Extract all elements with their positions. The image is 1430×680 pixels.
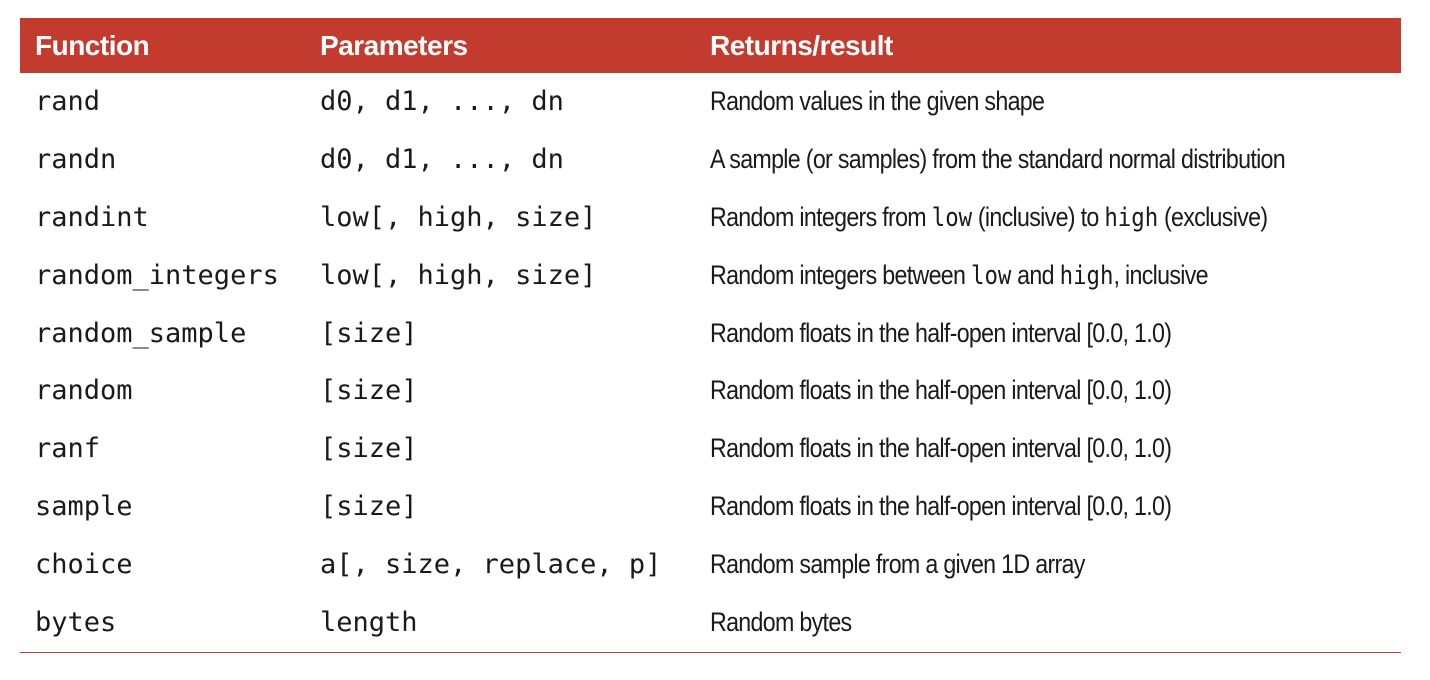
returns-cell: Random floats in the half-open interval … — [695, 304, 1401, 362]
returns-segment: A sample (or samples) from the standard … — [710, 144, 1286, 175]
parameters-cell: low[, high, size] — [320, 201, 597, 233]
parameters-cell: [size] — [320, 433, 418, 465]
function-cell: choice — [35, 548, 133, 580]
returns-segment: Random floats in the half-open interval … — [710, 433, 1172, 464]
parameters-cell: length — [320, 606, 418, 638]
function-cell: sample — [35, 490, 133, 522]
returns-segment: Random floats in the half-open interval … — [710, 375, 1172, 406]
parameters-cell: d0, d1, ..., dn — [320, 86, 564, 118]
table-body: rand d0, d1, ..., dn Random values in th… — [20, 73, 1401, 651]
returns-segment: (inclusive) to — [972, 201, 1105, 232]
table-row: randint low[, high, size] Random integer… — [20, 189, 1401, 247]
returns-segment: Random integers between — [710, 259, 972, 290]
returns-cell: Random bytes — [695, 593, 1401, 651]
parameters-cell: [size] — [320, 317, 418, 349]
table-row: random [size] Random floats in the half-… — [20, 362, 1401, 420]
table-row: random_integers low[, high, size] Random… — [20, 246, 1401, 304]
returns-text: A sample (or samples) from the standard … — [710, 144, 1286, 175]
returns-segment: and — [1011, 259, 1060, 290]
returns-segment: , inclusive — [1113, 259, 1208, 290]
code-token: low — [971, 260, 1012, 291]
table-header: Function Parameters Returns/result — [20, 18, 1401, 73]
returns-cell: Random sample from a given 1D array — [695, 535, 1401, 593]
returns-segment: Random bytes — [710, 606, 852, 637]
returns-text: Random floats in the half-open interval … — [710, 375, 1172, 406]
returns-text: Random bytes — [710, 606, 852, 638]
table-row: sample [size] Random floats in the half-… — [20, 478, 1401, 536]
table-row: rand d0, d1, ..., dn Random values in th… — [20, 73, 1401, 131]
function-cell: rand — [35, 86, 101, 118]
table-row: ranf [size] Random floats in the half-op… — [20, 420, 1401, 478]
code-token: high — [1104, 202, 1159, 233]
returns-cell: Random floats in the half-open interval … — [695, 420, 1401, 478]
returns-cell: Random floats in the half-open interval … — [695, 362, 1401, 420]
returns-text: Random values in the given shape — [710, 86, 1045, 117]
returns-cell: Random values in the given shape — [695, 73, 1401, 131]
returns-text: Random sample from a given 1D array — [710, 549, 1085, 580]
parameters-cell: d0, d1, ..., dn — [320, 144, 564, 176]
function-cell: random_integers — [35, 259, 279, 291]
function-cell: ranf — [35, 433, 101, 465]
returns-segment: (exclusive) — [1158, 201, 1268, 232]
code-token: high — [1059, 260, 1114, 291]
returns-cell: A sample (or samples) from the standard … — [695, 131, 1401, 189]
table-row: random_sample [size] Random floats in th… — [20, 304, 1401, 362]
table-row: choice a[, size, replace, p] Random samp… — [20, 535, 1401, 593]
parameters-cell: [size] — [320, 375, 418, 407]
returns-segment: Random floats in the half-open interval … — [710, 317, 1172, 348]
returns-text: Random integers between low and high, in… — [710, 259, 1209, 291]
table-bottom-rule — [20, 652, 1401, 653]
returns-segment: Random integers from — [710, 201, 932, 232]
returns-text: Random floats in the half-open interval … — [710, 317, 1172, 349]
returns-segment: Random floats in the half-open interval … — [710, 490, 1172, 521]
header-returns: Returns/result — [710, 29, 893, 61]
returns-cell: Random integers between low and high, in… — [695, 246, 1401, 304]
returns-cell: Random integers from low (inclusive) to … — [695, 189, 1401, 247]
header-row: Function Parameters Returns/result — [20, 18, 1401, 73]
function-cell: bytes — [35, 606, 117, 638]
header-function: Function — [35, 29, 150, 61]
returns-text: Random integers from low (inclusive) to … — [710, 201, 1268, 233]
parameters-cell: low[, high, size] — [320, 259, 597, 291]
returns-text: Random floats in the half-open interval … — [710, 433, 1172, 464]
functions-table-container: Function Parameters Returns/result rand … — [20, 18, 1401, 651]
function-cell: random — [35, 375, 133, 407]
code-token: low — [931, 202, 973, 233]
table-row: bytes length Random bytes — [20, 593, 1401, 651]
function-cell: randn — [35, 144, 117, 176]
returns-text: Random floats in the half-open interval … — [710, 490, 1172, 522]
returns-cell: Random floats in the half-open interval … — [695, 478, 1401, 536]
parameters-cell: [size] — [320, 490, 418, 522]
function-cell: random_sample — [35, 317, 247, 349]
table-row: randn d0, d1, ..., dn A sample (or sampl… — [20, 131, 1401, 189]
returns-segment: Random sample from a given 1D array — [710, 548, 1085, 579]
function-cell: randint — [35, 201, 149, 233]
parameters-cell: a[, size, replace, p] — [320, 548, 662, 580]
returns-segment: Random values in the given shape — [710, 86, 1045, 117]
header-parameters: Parameters — [320, 29, 468, 61]
random-functions-table: Function Parameters Returns/result rand … — [20, 18, 1401, 651]
